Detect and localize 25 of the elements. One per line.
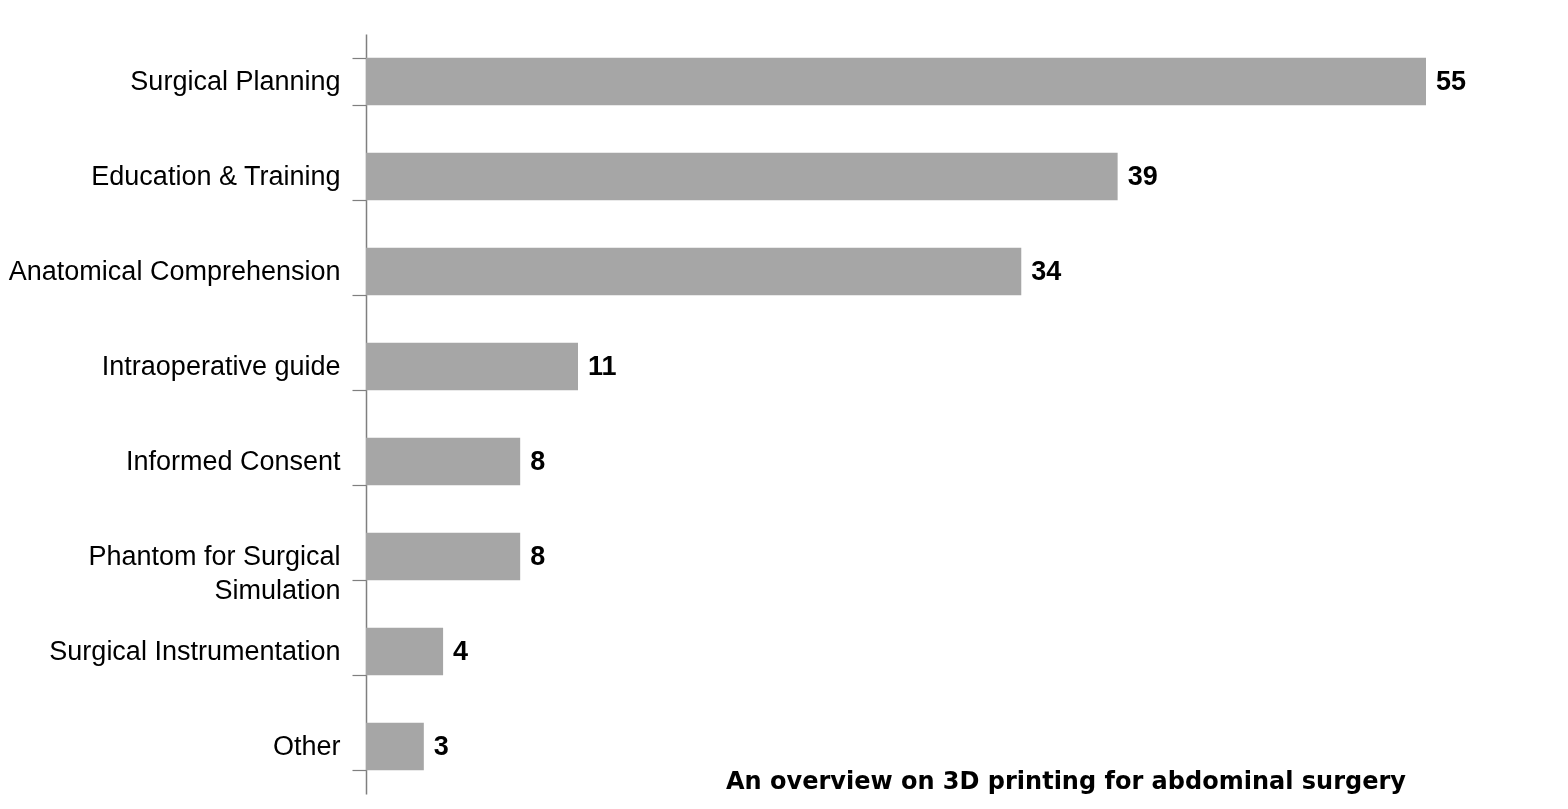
bar xyxy=(366,152,1118,201)
y-tick-label: Anatomical Comprehension xyxy=(8,256,341,286)
y-tick-label: Other xyxy=(272,731,341,761)
bar xyxy=(366,627,444,676)
data-label: 8 xyxy=(530,445,546,476)
y-tick-label: Informed Consent xyxy=(125,446,341,476)
data-label: 11 xyxy=(588,350,617,381)
data-label: 3 xyxy=(433,730,449,761)
data-label: 8 xyxy=(530,540,546,571)
y-tick-label: Surgical Instrumentation xyxy=(49,636,341,666)
bar xyxy=(366,247,1022,296)
y-tick-label: Phantom for Surgical Simulation xyxy=(88,541,341,605)
bar xyxy=(366,722,424,771)
bar xyxy=(366,342,578,391)
y-tick-label: Education & Training xyxy=(91,161,341,191)
data-label: 39 xyxy=(1127,160,1158,191)
y-tick-label: Surgical Planning xyxy=(130,66,341,96)
annotation: An overview on 3D printing for abdominal surgery xyxy=(726,767,1407,795)
bar xyxy=(366,57,1426,106)
y-tick-label: Intraoperative guide xyxy=(101,351,341,381)
data-label: 34 xyxy=(1031,255,1062,286)
bar xyxy=(366,532,521,581)
data-label: 4 xyxy=(453,635,469,666)
bar xyxy=(366,437,521,486)
data-label: 55 xyxy=(1436,65,1467,96)
